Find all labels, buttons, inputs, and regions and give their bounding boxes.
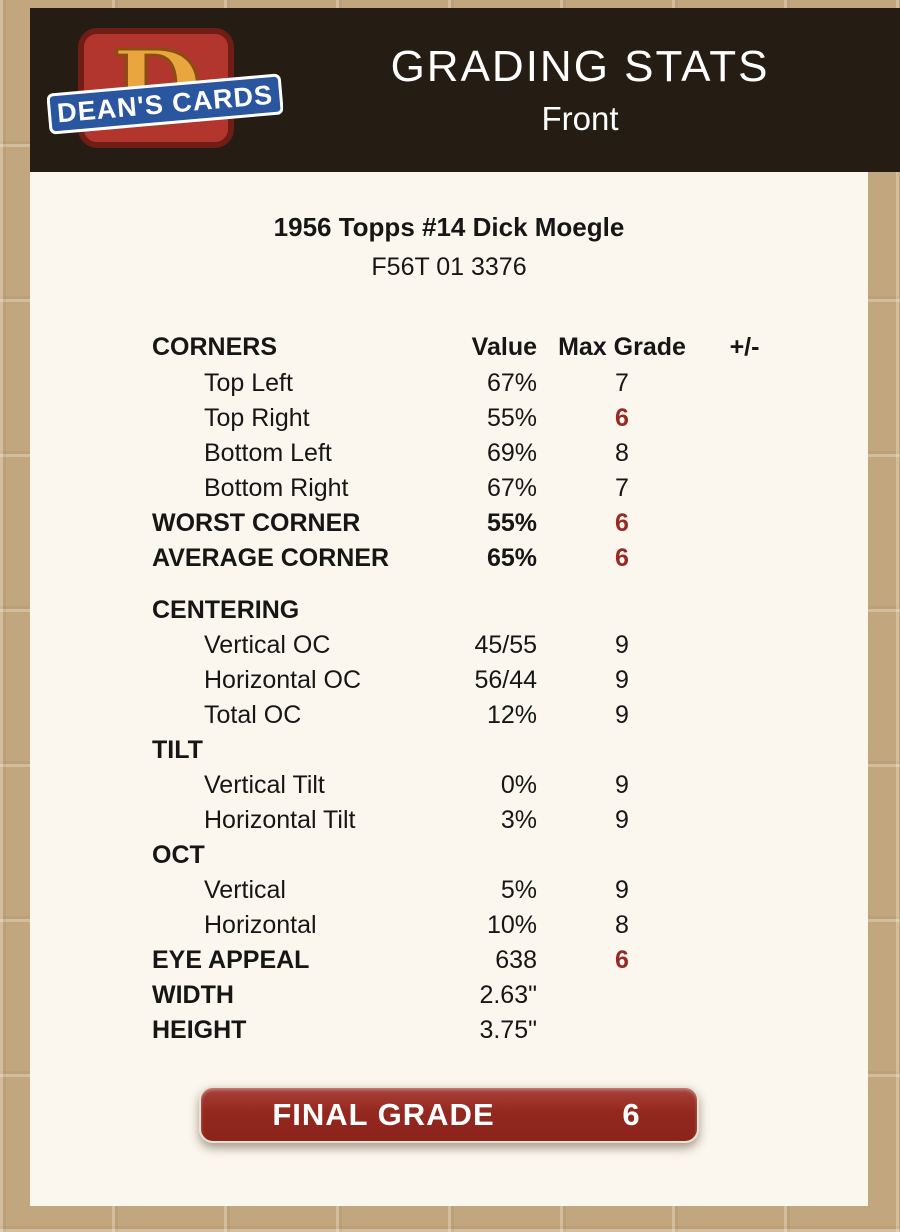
- row-grade: 6: [615, 946, 629, 974]
- row-grade: 8: [615, 911, 629, 939]
- row-grade: 9: [615, 666, 629, 694]
- row-label: TILT: [152, 736, 203, 764]
- row-label: AVERAGE CORNER: [152, 544, 390, 572]
- table-header-row: CORNERS Value Max Grade +/-: [152, 328, 812, 366]
- row-value: 3.75": [479, 1016, 537, 1044]
- row-value: 3%: [500, 806, 537, 834]
- row-value: 638: [495, 946, 537, 974]
- table-row: TILT: [152, 733, 812, 768]
- card-title: 1956 Topps #14 Dick Moegle: [273, 212, 625, 242]
- table-row: Bottom Right 67% 7: [152, 471, 812, 506]
- row-label: Vertical: [204, 876, 286, 904]
- row-label: WORST CORNER: [152, 509, 361, 537]
- table-row: WIDTH 2.63": [152, 978, 812, 1013]
- table-row: Vertical OC 45/55 9: [152, 628, 812, 663]
- header-titles: GRADING STATS Front: [300, 42, 900, 138]
- column-header-plus-minus: +/-: [729, 332, 760, 361]
- row-label: HEIGHT: [152, 1016, 247, 1044]
- row-label: Horizontal: [204, 911, 317, 939]
- row-grade: 9: [615, 876, 629, 904]
- row-label: Vertical OC: [204, 631, 331, 659]
- table-row: Total OC 12% 9: [152, 698, 812, 733]
- table-row: Horizontal 10% 8: [152, 908, 812, 943]
- row-value: 55%: [486, 404, 537, 432]
- table-row: WORST CORNER 55% 6: [152, 506, 812, 541]
- row-value: 67%: [486, 369, 537, 397]
- row-grade: 9: [615, 631, 629, 659]
- header: D DEAN'S CARDS GRADING STATS Front: [30, 8, 900, 172]
- column-header-value: Value: [471, 332, 537, 361]
- row-label: Horizontal OC: [204, 666, 361, 694]
- table-row: CENTERING: [152, 593, 812, 628]
- card-code: F56T 01 3376: [371, 253, 527, 281]
- table-row: Top Left 67% 7: [152, 366, 812, 401]
- final-grade-label: FINAL GRADE: [272, 1096, 495, 1132]
- row-value: 56/44: [474, 666, 537, 694]
- column-header-section: CORNERS: [152, 332, 278, 361]
- row-label: Top Right: [204, 404, 310, 432]
- table-row: Bottom Left 69% 8: [152, 436, 812, 471]
- row-label: Vertical Tilt: [204, 771, 325, 799]
- logo-ribbon: DEAN'S CARDS: [47, 73, 283, 135]
- row-value: 67%: [486, 474, 537, 502]
- row-label: Horizontal Tilt: [204, 806, 356, 834]
- row-grade: 9: [615, 806, 629, 834]
- row-value: 10%: [486, 911, 537, 939]
- table-row: Top Right 55% 6: [152, 401, 812, 436]
- table-row: Vertical Tilt 0% 9: [152, 768, 812, 803]
- table-row: AVERAGE CORNER 65% 6: [152, 541, 812, 576]
- final-grade-value: 6: [622, 1096, 641, 1132]
- stats-panel: 1956 Topps #14 Dick Moegle F56T 01 3376 …: [30, 172, 868, 1206]
- row-label: Top Left: [204, 369, 293, 397]
- table-row: HEIGHT 3.75": [152, 1013, 812, 1048]
- row-value: 45/55: [474, 631, 537, 659]
- final-grade-button: FINAL GRADE 6: [199, 1086, 699, 1143]
- column-header-max-grade: Max Grade: [558, 332, 686, 361]
- deans-cards-logo: D DEAN'S CARDS: [30, 27, 300, 153]
- table-spacer-row: [152, 576, 812, 593]
- page-title: GRADING STATS: [390, 42, 770, 91]
- row-value: 5%: [500, 876, 537, 904]
- table-row: Horizontal OC 56/44 9: [152, 663, 812, 698]
- row-value: 55%: [486, 509, 537, 537]
- row-label: EYE APPEAL: [152, 946, 310, 974]
- table-row: Vertical 5% 9: [152, 873, 812, 908]
- stats-rows: Top Left 67% 7 Top Right 55% 6 Bottom Left 69% 8…: [152, 366, 812, 1048]
- row-grade: 9: [615, 701, 629, 729]
- row-grade: 7: [615, 474, 629, 502]
- row-value: 69%: [486, 439, 537, 467]
- logo-ribbon-band: [47, 73, 283, 135]
- row-label: CENTERING: [152, 596, 300, 624]
- row-label: WIDTH: [152, 981, 234, 1009]
- row-grade: 6: [615, 404, 629, 432]
- row-grade: 6: [615, 544, 629, 572]
- row-label: Total OC: [204, 701, 302, 729]
- row-value: 65%: [486, 544, 537, 572]
- page-subtitle: Front: [541, 100, 619, 137]
- row-label: Bottom Left: [204, 439, 332, 467]
- row-grade: 9: [615, 771, 629, 799]
- deans-cards-logo-graphic: D DEAN'S CARDS: [47, 27, 283, 152]
- row-value: 12%: [486, 701, 537, 729]
- table-row: Horizontal Tilt 3% 9: [152, 803, 812, 838]
- table-row: EYE APPEAL 638 6: [152, 943, 812, 978]
- row-label: Bottom Right: [204, 474, 349, 502]
- row-value: 2.63": [479, 981, 537, 1009]
- row-grade: 7: [615, 369, 629, 397]
- row-label: OCT: [152, 841, 205, 869]
- row-grade: 8: [615, 439, 629, 467]
- table-row: OCT: [152, 838, 812, 873]
- row-grade: 6: [615, 509, 629, 537]
- row-value: 0%: [500, 771, 537, 799]
- stats-table: CORNERS Value Max Grade +/- Top Left 67% 7…: [152, 328, 812, 1048]
